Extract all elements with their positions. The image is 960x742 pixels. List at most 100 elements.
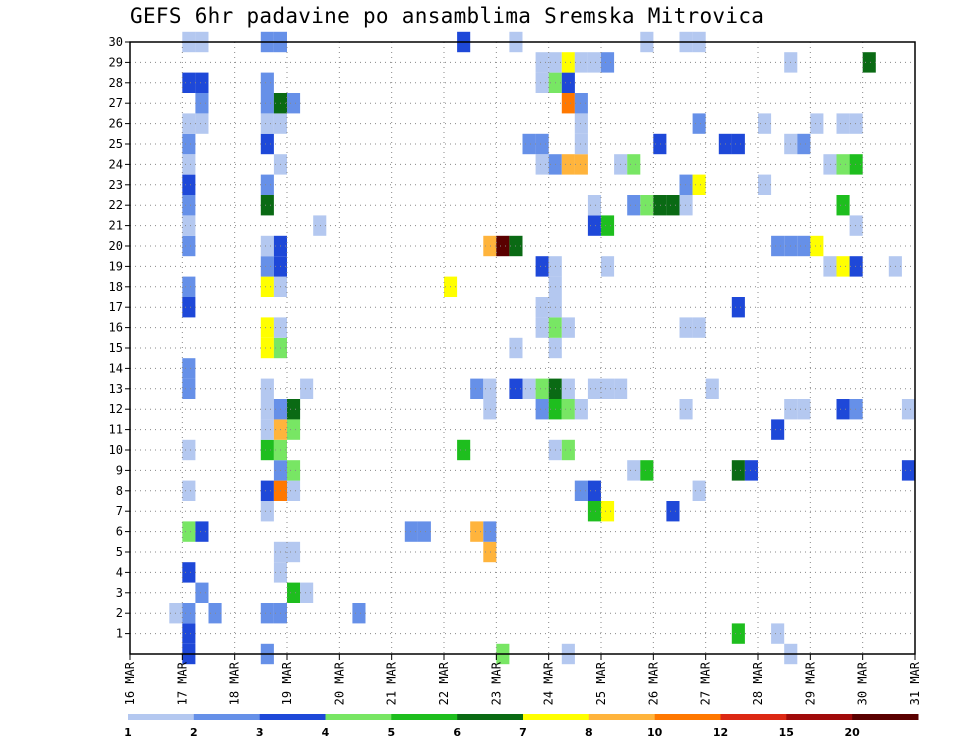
- precip-cell: [535, 256, 549, 277]
- x-tick-label: 28 MAR: [751, 661, 765, 705]
- grid-lines: [130, 41, 915, 654]
- y-tick-label: 17: [109, 300, 123, 314]
- y-tick-label: 7: [116, 504, 123, 518]
- y-tick-label: 1: [116, 627, 123, 641]
- precip-cell: [797, 133, 811, 155]
- precip-cell: [561, 154, 575, 175]
- precip-cell: [601, 215, 615, 236]
- precip-cell: [849, 215, 863, 236]
- precip-cell: [287, 460, 301, 481]
- precip-cell: [352, 603, 366, 624]
- precip-cell: [849, 399, 863, 420]
- precip-cell: [810, 235, 824, 257]
- colorbar-label: 7: [519, 726, 527, 739]
- precip-cell: [483, 541, 497, 563]
- precip-cell: [182, 276, 196, 297]
- precip-cell: [260, 72, 274, 93]
- precip-cell: [535, 72, 549, 93]
- precip-cell: [561, 439, 575, 461]
- precip-cell: [535, 133, 549, 155]
- precip-cell: [182, 562, 196, 583]
- precip-cell: [260, 93, 274, 114]
- precip-cell: [182, 603, 196, 624]
- colorbar: 1 2 3 4 5 6 7 8 10 12 15 20: [124, 714, 919, 739]
- x-tick-label: 19 MAR: [280, 661, 294, 705]
- precip-cell: [483, 521, 497, 542]
- precip-cell: [195, 521, 209, 542]
- colorbar-swatch: [259, 714, 326, 720]
- precip-cell: [731, 297, 745, 318]
- precip-cell: [836, 113, 850, 134]
- precip-cell: [627, 154, 641, 175]
- precip-cell: [195, 93, 209, 114]
- precip-cell: [182, 195, 196, 216]
- precip-cell: [182, 480, 196, 501]
- precip-cell: [574, 113, 588, 134]
- precip-cell: [522, 133, 536, 155]
- colorbar-label: 15: [779, 726, 794, 739]
- precip-cell: [731, 133, 745, 155]
- x-tick-label: 17 MAR: [175, 661, 189, 705]
- precip-cell: [653, 133, 667, 155]
- precip-cell: [182, 113, 196, 134]
- precip-cell: [679, 317, 693, 338]
- precip-cell: [260, 419, 274, 440]
- colorbar-swatch: [720, 714, 787, 720]
- colorbar-swatch: [523, 714, 590, 720]
- colorbar-swatch: [654, 714, 721, 720]
- precip-cell: [260, 439, 274, 461]
- precip-cell: [260, 501, 274, 522]
- precip-cell: [574, 399, 588, 420]
- precip-cell: [182, 235, 196, 257]
- precip-cell: [771, 235, 785, 257]
- precip-cell: [587, 480, 601, 501]
- precip-cell: [260, 256, 274, 277]
- precip-cell: [692, 113, 706, 134]
- precip-cell: [182, 133, 196, 155]
- precip-cell: [535, 154, 549, 175]
- precip-cell: [182, 154, 196, 175]
- precip-cell: [574, 133, 588, 155]
- colorbar-label: 12: [713, 726, 728, 739]
- x-tick-label: 31 MAR: [908, 661, 922, 705]
- precip-cell: [640, 460, 654, 481]
- precip-cell: [561, 399, 575, 420]
- precip-cell: [260, 235, 274, 257]
- precip-cell: [287, 541, 301, 563]
- precip-cell: [601, 52, 615, 73]
- precip-cell: [823, 256, 837, 277]
- precip-cell: [679, 195, 693, 216]
- precip-cell: [849, 113, 863, 134]
- precip-cell: [260, 133, 274, 155]
- precip-cell: [260, 174, 274, 195]
- colorbar-label: 4: [322, 726, 330, 739]
- x-tick-label: 29 MAR: [803, 661, 817, 705]
- x-tick-label: 21 MAR: [385, 661, 399, 705]
- precip-cell: [561, 378, 575, 399]
- precip-cell: [561, 72, 575, 93]
- precip-cell: [182, 297, 196, 318]
- y-tick-label: 29: [109, 55, 123, 69]
- precip-cell: [300, 378, 314, 399]
- precip-cell: [287, 399, 301, 420]
- y-tick-label: 19: [109, 259, 123, 273]
- x-tick-label: 16 MAR: [123, 661, 137, 705]
- y-tick-label: 30: [109, 35, 123, 49]
- precip-cell: [587, 52, 601, 73]
- y-tick-label: 8: [116, 484, 123, 498]
- precip-cell: [260, 337, 274, 359]
- y-tick-label: 14: [109, 361, 123, 375]
- colorbar-swatch: [588, 714, 656, 720]
- precip-cell: [797, 399, 811, 420]
- y-tick-label: 5: [116, 545, 123, 559]
- colorbar-swatch: [391, 714, 458, 720]
- x-tick-label: 27 MAR: [699, 661, 713, 705]
- precip-cell: [849, 154, 863, 175]
- precip-cell: [561, 52, 575, 73]
- y-tick-label: 26: [109, 117, 123, 131]
- precip-cell: [601, 256, 615, 277]
- x-tick-label: 24 MAR: [542, 661, 556, 705]
- y-tick-label: 27: [109, 96, 123, 110]
- precip-cell: [496, 235, 510, 257]
- colorbar-swatch: [325, 714, 392, 720]
